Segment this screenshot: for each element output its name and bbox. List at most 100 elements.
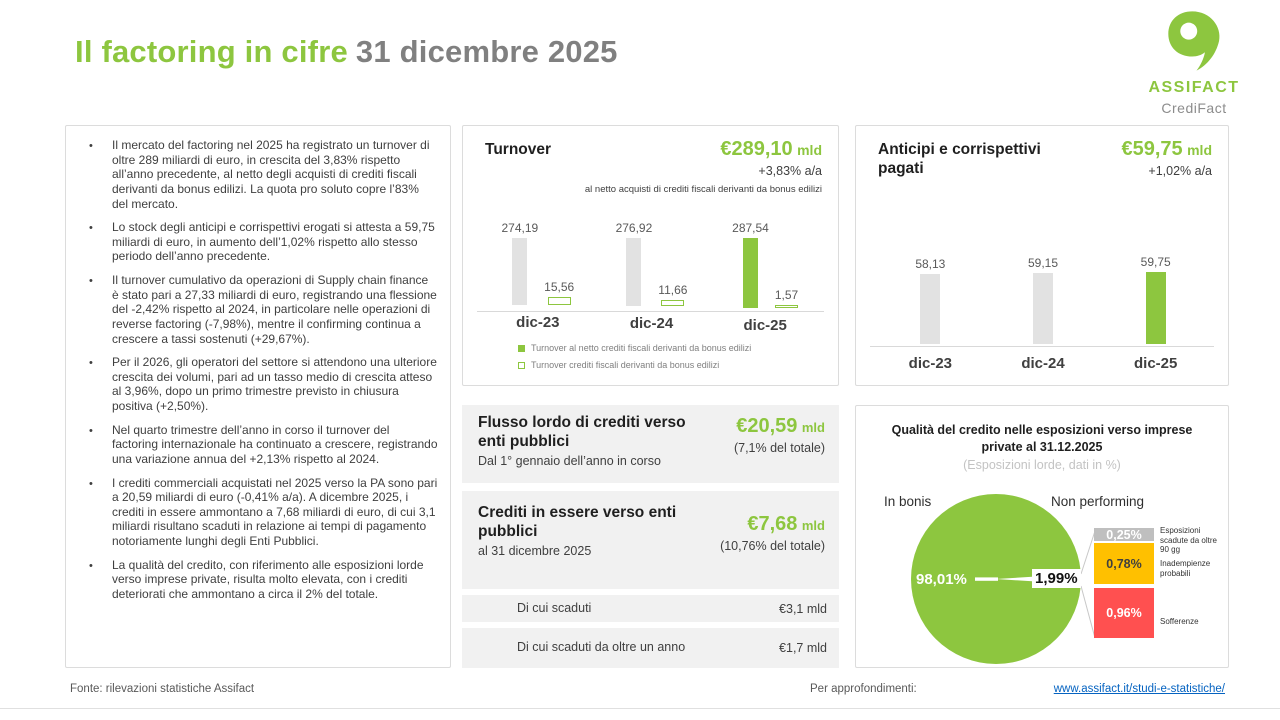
bullet-item: Lo stock degli anticipi e corrispettivi … <box>76 220 442 264</box>
in-bonis-label: In bonis <box>884 494 932 509</box>
main-bar <box>742 238 758 308</box>
anticipi-delta: +1,02% a/a <box>1148 164 1212 178</box>
bullet-icon <box>76 220 112 264</box>
bullet-icon <box>76 476 112 549</box>
bar-value-label: 276,92 <box>615 221 653 235</box>
detail-row-scaduti: Di cui scaduti €3,1 mld <box>462 595 839 622</box>
assifact-logo-icon <box>1167 11 1220 71</box>
small-bar-column: 11,66 <box>658 283 687 306</box>
legend-label: Turnover crediti fiscali derivanti da bo… <box>531 360 720 370</box>
legend-label: Turnover al netto crediti fiscali deriva… <box>531 343 752 353</box>
crediti-value-block: €7,68 mld (10,76% del totale) <box>720 513 825 553</box>
enti-pubblici-section: Flusso lordo di crediti verso enti pubbl… <box>462 405 839 668</box>
turnover-amount: €289,10 <box>720 138 793 160</box>
breakdown-box-inadempienze: 0,78% <box>1094 543 1154 584</box>
secondary-bar <box>661 300 685 306</box>
bullet-item: I crediti commerciali acquistati nel 202… <box>76 476 442 549</box>
bar-value-label: 59,75 <box>1140 255 1171 269</box>
small-bar-column: 15,56 <box>544 280 574 305</box>
main-bar-column: 287,54 <box>732 221 769 308</box>
main-bar-column: 59,75 <box>1141 255 1171 344</box>
bar-value-label: 274,19 <box>501 221 539 235</box>
legend-item: Turnover crediti fiscali derivanti da bo… <box>518 360 751 370</box>
bar-value-label: 58,13 <box>915 257 946 271</box>
main-bar <box>626 238 642 306</box>
crediti-amount: €7,68 <box>747 513 798 535</box>
credit-quality-subtitle: (Esposizioni lorde, dati in %) <box>963 458 1121 472</box>
footer-statistics-link[interactable]: www.assifact.it/studi-e-statistiche/ <box>1053 683 1225 695</box>
bullet-text: Il turnover cumulativo da operazioni di … <box>112 273 437 346</box>
main-bar-column: 58,13 <box>915 257 945 344</box>
main-bar <box>512 238 528 305</box>
in-bonis-percentage: 98,01% <box>916 571 967 588</box>
non-performing-label: Non performing <box>1051 494 1145 509</box>
bar-value-label: 59,15 <box>1027 256 1059 270</box>
bar-value-label: 1,57 <box>774 288 799 302</box>
bar-pair: 58,13 <box>915 252 945 344</box>
bullet-item: Il mercato del factoring nel 2025 ha reg… <box>76 138 442 211</box>
detail-row-value: €1,7 mld <box>779 641 827 655</box>
bullet-item: Nel quarto trimestre dell’anno in corso … <box>76 423 442 467</box>
bar-group: 287,54 1,57 dic-25 <box>708 221 822 334</box>
main-bar <box>1145 272 1166 344</box>
flusso-unit: mld <box>801 420 825 435</box>
anticipi-title: Anticipi e corrispettivi pagati <box>878 141 1041 178</box>
summary-bullets-panel: Il mercato del factoring nel 2025 ha reg… <box>65 125 451 668</box>
secondary-bar <box>775 305 799 308</box>
page-title-date: 31 dicembre 2025 <box>355 34 618 69</box>
bullet-text: La qualità del credito, con riferimento … <box>112 557 424 601</box>
secondary-bar <box>547 297 571 305</box>
bar-value-label: 287,54 <box>732 221 769 235</box>
bar-value-label: 11,66 <box>658 283 688 297</box>
page-title: Il factoring in cifre 31 dicembre 2025 <box>75 34 618 70</box>
crediti-subtitle: al 31 dicembre 2025 <box>478 543 592 558</box>
bar-pair: 59,75 <box>1141 252 1171 344</box>
crediti-in-essere-block: Crediti in essere verso enti pubblici al… <box>462 491 839 589</box>
bullet-text: Lo stock degli anticipi e corrispettivi … <box>112 220 435 264</box>
bar-value-label: 15,56 <box>544 280 575 294</box>
bar-pair: 276,92 11,66 <box>615 221 687 306</box>
anticipi-unit: mld <box>1187 142 1212 158</box>
flusso-value-block: €20,59 mld (7,1% del totale) <box>734 415 825 455</box>
small-bar-column: 1,57 <box>775 288 798 308</box>
bottom-divider <box>0 708 1280 709</box>
bar-group: 59,15 dic-24 <box>987 252 1100 372</box>
main-bar-column: 59,15 <box>1028 256 1058 344</box>
legend-item: Turnover al netto crediti fiscali deriva… <box>518 343 751 353</box>
breakdown-label-sofferenze: Sofferenze <box>1160 617 1199 626</box>
turnover-legend: Turnover al netto crediti fiscali deriva… <box>518 343 751 377</box>
main-bar-column: 274,19 <box>501 221 538 305</box>
flusso-title: Flusso lordo di crediti verso enti pubbl… <box>478 414 686 450</box>
main-bar-column: 276,92 <box>615 221 653 306</box>
axis-category-label: dic-23 <box>516 314 560 331</box>
bullet-text: I crediti commerciali acquistati nel 202… <box>112 475 438 549</box>
detail-row-value: €3,1 mld <box>779 601 827 616</box>
credit-quality-panel: Qualità del credito nelle esposizioni ve… <box>855 405 1229 668</box>
turnover-panel: Turnover €289,10 mld +3,83% a/a al netto… <box>462 125 839 386</box>
footer-source-text: Fonte: rilevazioni statistiche Assifact <box>70 683 255 695</box>
anticipi-value-block: €59,75 mld +1,02% a/a <box>1121 138 1212 178</box>
anticipi-panel: Anticipi e corrispettivi pagati €59,75 m… <box>855 125 1229 386</box>
non-performing-percentage: 1,99% <box>1032 569 1081 588</box>
main-bar <box>920 274 941 344</box>
legend-outline-square-icon <box>518 361 525 369</box>
axis-category-label: dic-23 <box>908 355 953 372</box>
breakdown-label-inadempienze: Inadempienze probabili <box>1160 559 1211 578</box>
detail-row-label: Di cui scaduti da oltre un anno <box>517 640 686 655</box>
bullet-icon <box>76 558 112 602</box>
turnover-title: Turnover <box>485 141 552 158</box>
axis-category-label: dic-24 <box>629 315 674 332</box>
bullet-text: Nel quarto trimestre dell’anno in corso … <box>112 422 438 466</box>
credit-quality-title: Qualità del credito nelle esposizioni ve… <box>891 423 1193 454</box>
bar-group: 58,13 dic-23 <box>874 252 987 372</box>
bar-group: 59,75 dic-25 <box>1099 252 1212 372</box>
crediti-unit: mld <box>801 518 825 533</box>
breakdown-label-scadute: Esposizioni scadute da oltre 90 gg <box>1160 526 1217 555</box>
flusso-subtitle: Dal 1° gennaio dell’anno in corso <box>478 453 661 468</box>
axis-category-label: dic-24 <box>1021 355 1065 372</box>
crediti-share: (10,76% del totale) <box>720 539 825 553</box>
turnover-delta: +3,83% a/a <box>758 164 822 178</box>
anticipi-axis-line <box>870 346 1214 347</box>
flusso-lordo-block: Flusso lordo di crediti verso enti pubbl… <box>462 405 839 483</box>
bullet-item: La qualità del credito, con riferimento … <box>76 558 442 602</box>
